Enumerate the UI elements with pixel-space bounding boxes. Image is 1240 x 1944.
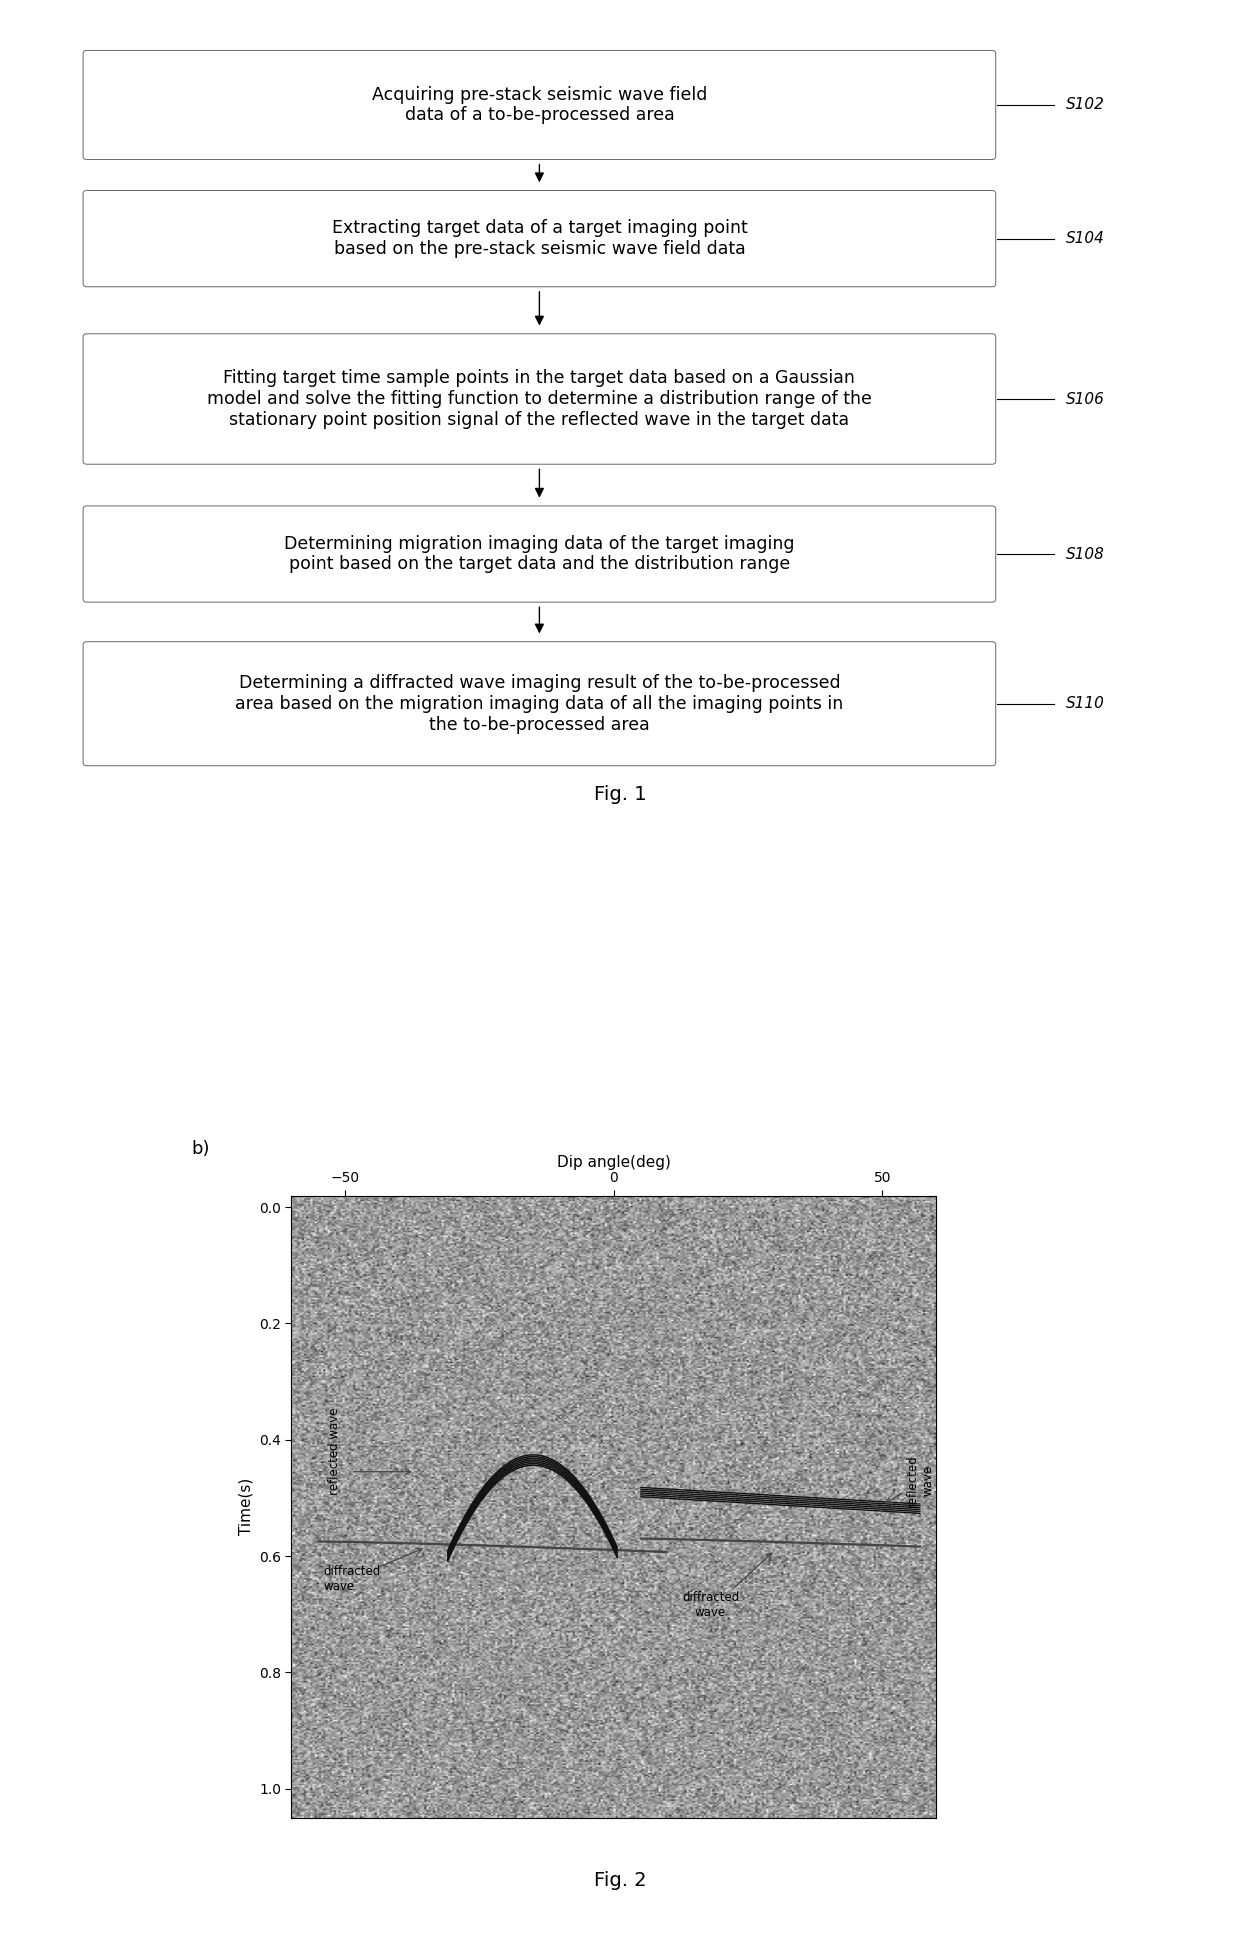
Text: Determining a diffracted wave imaging result of the to-be-processed
area based o: Determining a diffracted wave imaging re… (236, 675, 843, 733)
Text: Extracting target data of a target imaging point
based on the pre-stack seismic : Extracting target data of a target imagi… (331, 220, 748, 259)
Text: S106: S106 (1066, 391, 1105, 406)
Y-axis label: Time(s): Time(s) (238, 1477, 253, 1536)
FancyBboxPatch shape (83, 51, 996, 159)
Text: diffracted
wave: diffracted wave (324, 1565, 381, 1592)
Text: b): b) (191, 1141, 210, 1159)
FancyBboxPatch shape (83, 505, 996, 603)
Text: S108: S108 (1066, 546, 1105, 562)
Text: reflected wave: reflected wave (327, 1407, 341, 1495)
Text: S104: S104 (1066, 231, 1105, 247)
Text: reflected
wave: reflected wave (906, 1454, 934, 1507)
Text: Fitting target time sample points in the target data based on a Gaussian
model a: Fitting target time sample points in the… (207, 369, 872, 430)
Text: S102: S102 (1066, 97, 1105, 113)
Text: S110: S110 (1066, 696, 1105, 712)
Text: Determining migration imaging data of the target imaging
point based on the targ: Determining migration imaging data of th… (284, 535, 795, 573)
FancyBboxPatch shape (83, 642, 996, 766)
Text: Acquiring pre-stack seismic wave field
data of a to-be-processed area: Acquiring pre-stack seismic wave field d… (372, 86, 707, 124)
X-axis label: Dip angle(deg): Dip angle(deg) (557, 1155, 671, 1170)
FancyBboxPatch shape (83, 334, 996, 465)
Text: Fig. 1: Fig. 1 (594, 785, 646, 805)
Text: Fig. 2: Fig. 2 (594, 1870, 646, 1890)
Text: diffracted
wave: diffracted wave (682, 1590, 739, 1619)
FancyBboxPatch shape (83, 191, 996, 286)
